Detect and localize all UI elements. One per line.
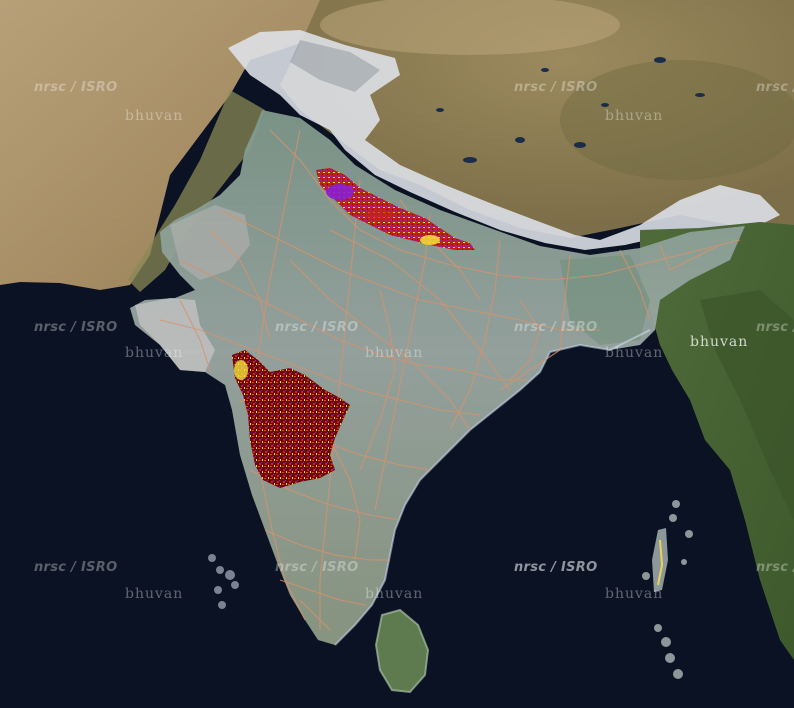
plateau-patch bbox=[560, 60, 794, 180]
india-overlay bbox=[130, 110, 745, 645]
hotspot-purple bbox=[326, 184, 354, 200]
thar-patch bbox=[170, 205, 250, 280]
east-highlands bbox=[700, 290, 794, 520]
himalaya-shadow bbox=[290, 40, 380, 92]
sri-lanka-coast bbox=[374, 608, 430, 694]
sri-lanka bbox=[376, 610, 428, 692]
plateau-patch bbox=[320, 0, 620, 55]
lakes bbox=[436, 57, 705, 163]
andaman-highlight bbox=[657, 539, 664, 586]
hotspot-red bbox=[366, 209, 394, 221]
west-landmass bbox=[0, 0, 330, 290]
andaman-islands bbox=[642, 500, 693, 679]
gujarat-coast bbox=[135, 298, 215, 372]
hotspot-yellow bbox=[234, 360, 248, 380]
himalaya-snow bbox=[228, 30, 780, 250]
hotspot-yellow bbox=[420, 235, 440, 245]
hotspot-deccan bbox=[232, 350, 350, 488]
bengal-patch bbox=[560, 255, 650, 345]
lakshadweep-islands bbox=[208, 554, 239, 609]
hotspot-gangetic bbox=[316, 168, 475, 250]
